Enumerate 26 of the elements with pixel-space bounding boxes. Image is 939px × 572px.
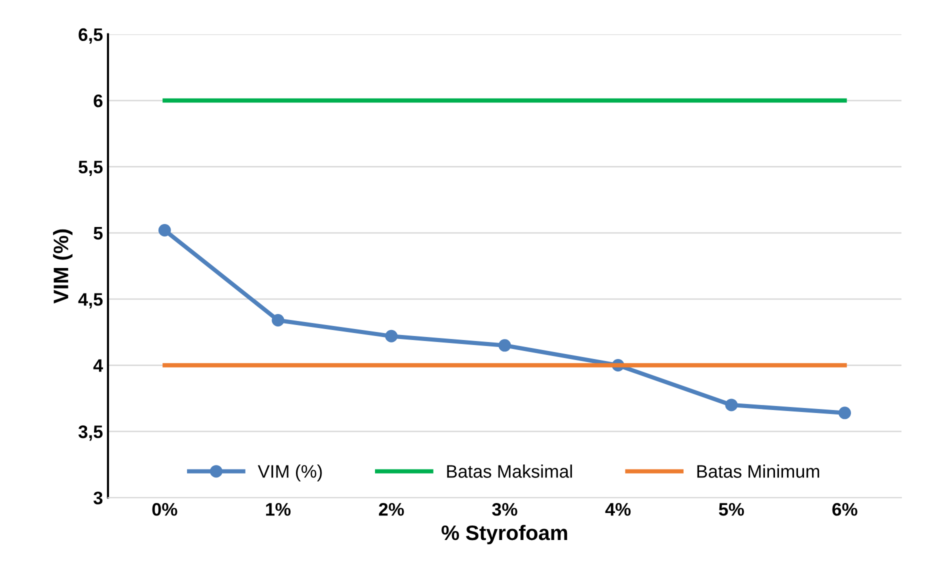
point [838, 406, 852, 420]
y-tick-label: 5 [94, 227, 103, 240]
point [385, 330, 398, 342]
x-tick-label: 4% [605, 503, 631, 516]
y-tick-label: 4 [93, 359, 104, 372]
y-tick-label: 6,5 [78, 28, 103, 44]
y-tick-label: 3,5 [78, 425, 103, 441]
point [272, 314, 284, 327]
point [498, 339, 511, 352]
legend-label: Batas Minimum [697, 464, 820, 478]
y-axis-title: VIM (%) [53, 229, 72, 304]
legend-label: VIM (%) [258, 464, 322, 482]
x-tick-label: 3% [492, 502, 518, 516]
y-tick-label: 5,5 [78, 160, 103, 176]
legend-label: Batas Maksimal [447, 464, 572, 478]
y-tick-label: 4,5 [78, 293, 103, 308]
x-tick-label: 6% [832, 502, 858, 516]
x-tick-label: 2% [378, 502, 404, 516]
x-tick-label: 5% [718, 503, 744, 516]
x-tick-label: 0% [152, 502, 178, 516]
point [725, 398, 738, 412]
y-tick-label: 6 [94, 94, 102, 108]
y-tick-label: 3 [94, 492, 102, 504]
x-tick-label: 1% [266, 503, 291, 516]
x-axis-title: % Styrofoam [442, 524, 568, 544]
point [158, 224, 171, 236]
